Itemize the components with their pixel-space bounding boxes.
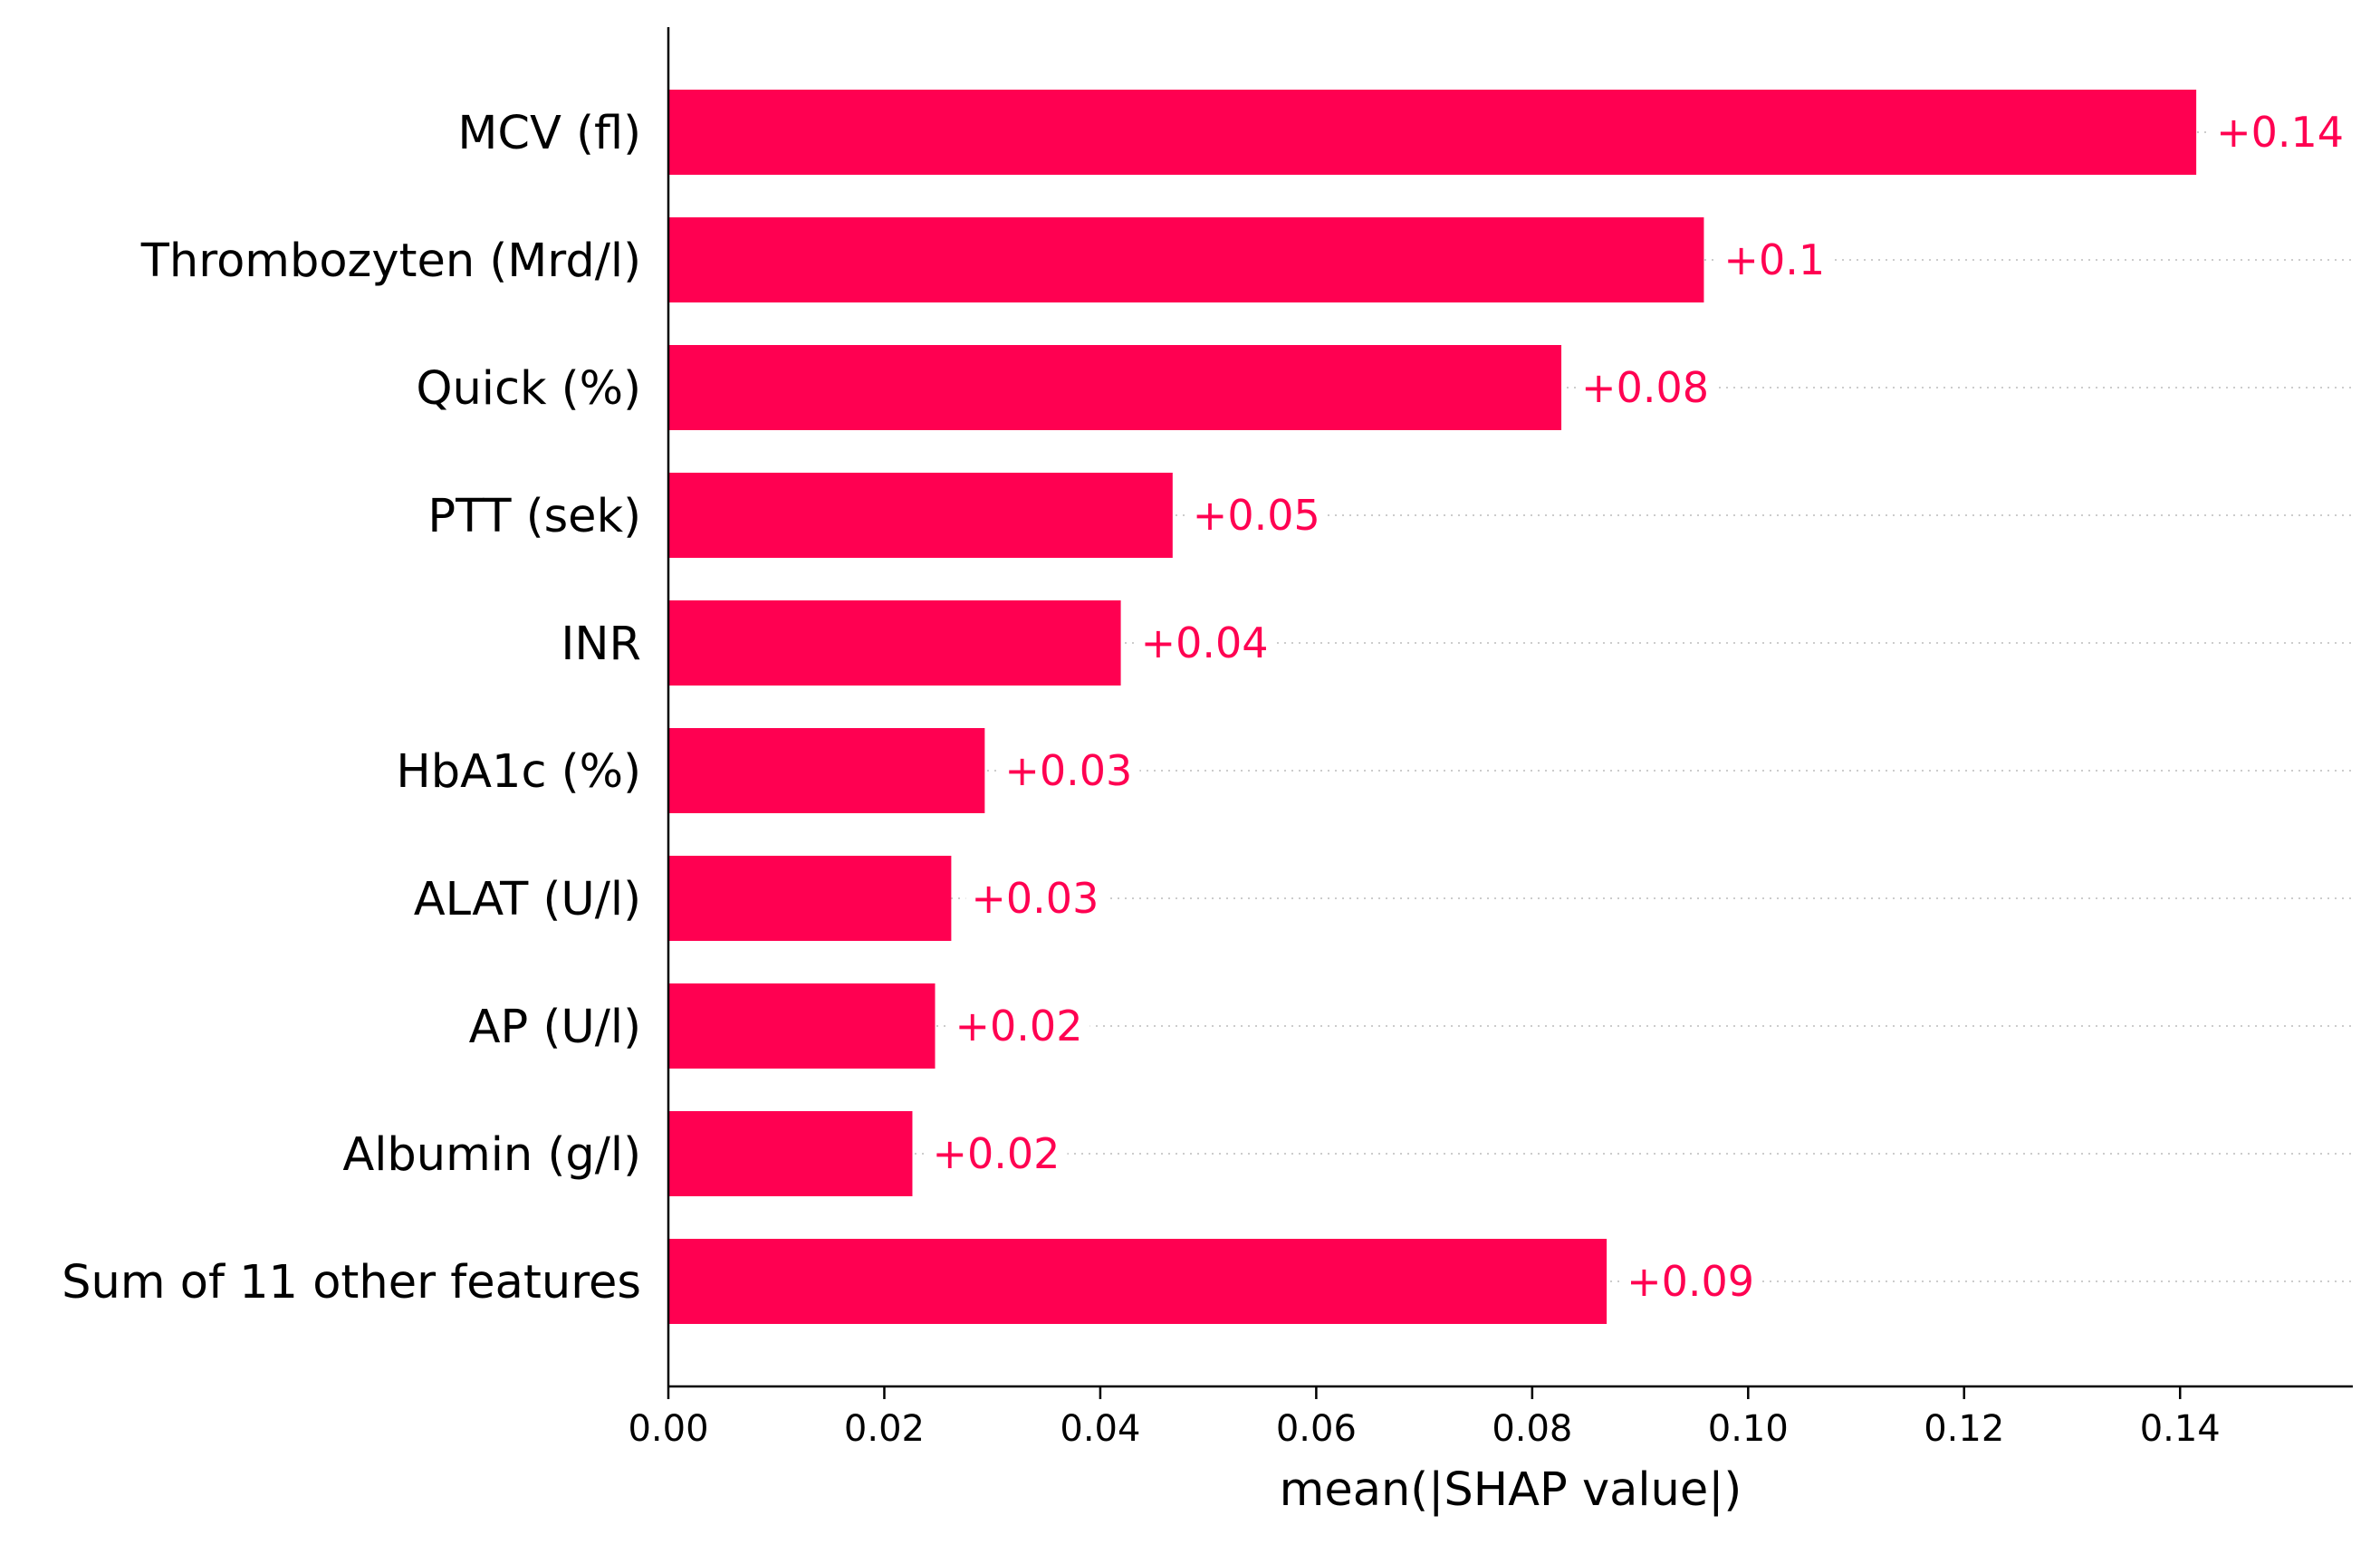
value-label: +0.05 bbox=[1193, 491, 1320, 540]
x-axis-title: mean(|SHAP value|) bbox=[1280, 1463, 1742, 1517]
value-label: +0.04 bbox=[1141, 619, 1269, 667]
bar bbox=[668, 1239, 1607, 1324]
bar bbox=[668, 1111, 913, 1196]
feature-label: PTT (sek) bbox=[427, 490, 641, 543]
feature-labels: MCV (fl) Thrombozyten (Mrd/l) Quick (%) PTT… bbox=[62, 107, 641, 1309]
value-label: +0.09 bbox=[1627, 1257, 1754, 1306]
bar bbox=[668, 856, 952, 941]
value-label-bg bbox=[926, 1130, 1068, 1177]
value-label: +0.1 bbox=[1723, 235, 1825, 284]
x-tick-label: 0.08 bbox=[1492, 1408, 1572, 1450]
bars bbox=[668, 90, 2197, 1324]
x-tick-label: 0.04 bbox=[1060, 1408, 1140, 1450]
value-label-bg bbox=[1576, 364, 1717, 411]
value-label: +0.03 bbox=[1004, 746, 1132, 795]
bar bbox=[668, 600, 1121, 686]
value-label: +0.02 bbox=[932, 1129, 1060, 1178]
value-label: +0.14 bbox=[2216, 108, 2344, 157]
bar bbox=[668, 90, 2197, 175]
value-label-bg bbox=[1135, 619, 1276, 667]
value-label-bg bbox=[1718, 236, 1833, 283]
axes bbox=[667, 27, 2353, 1388]
value-label-bg bbox=[1621, 1258, 1762, 1305]
value-labels: +0.14 +0.1 +0.08 +0.05 +0.04 +0.03 +0.03 +0.02 +… bbox=[926, 108, 2352, 1306]
x-tick-label: 0.06 bbox=[1276, 1408, 1357, 1450]
x-tick-label: 0.02 bbox=[844, 1408, 925, 1450]
value-label-bg bbox=[965, 875, 1107, 922]
value-label-bg bbox=[949, 1002, 1090, 1050]
bar bbox=[668, 217, 1704, 302]
feature-label: MCV (fl) bbox=[457, 107, 641, 160]
feature-label: Quick (%) bbox=[416, 362, 641, 416]
x-tick-label: 0.12 bbox=[1924, 1408, 2004, 1450]
x-tick-label: 0.00 bbox=[628, 1408, 708, 1450]
value-label: +0.03 bbox=[971, 874, 1099, 923]
feature-label: ALAT (U/l) bbox=[414, 873, 641, 926]
feature-label: Thrombozyten (Mrd/l) bbox=[140, 235, 641, 288]
value-label-bg bbox=[999, 747, 1140, 794]
value-label: +0.08 bbox=[1581, 363, 1709, 412]
bar bbox=[668, 728, 985, 813]
bar bbox=[668, 473, 1173, 558]
value-label-bg bbox=[1186, 492, 1328, 539]
feature-label: HbA1c (%) bbox=[396, 745, 641, 799]
feature-label: INR bbox=[561, 618, 641, 671]
guide-lines bbox=[668, 131, 2353, 1282]
x-tick-label: 0.14 bbox=[2140, 1408, 2221, 1450]
bar bbox=[668, 345, 1562, 430]
feature-label: Albumin (g/l) bbox=[342, 1128, 641, 1182]
x-ticks: 0.00 0.02 0.04 0.06 0.08 0.10 0.12 0.14 bbox=[628, 1386, 2221, 1450]
value-label: +0.02 bbox=[955, 1002, 1083, 1050]
feature-label: AP (U/l) bbox=[469, 1001, 641, 1054]
feature-label: Sum of 11 other features bbox=[62, 1256, 641, 1309]
value-label-bg bbox=[2211, 109, 2352, 156]
x-tick-label: 0.10 bbox=[1708, 1408, 1789, 1450]
bar bbox=[668, 983, 936, 1069]
